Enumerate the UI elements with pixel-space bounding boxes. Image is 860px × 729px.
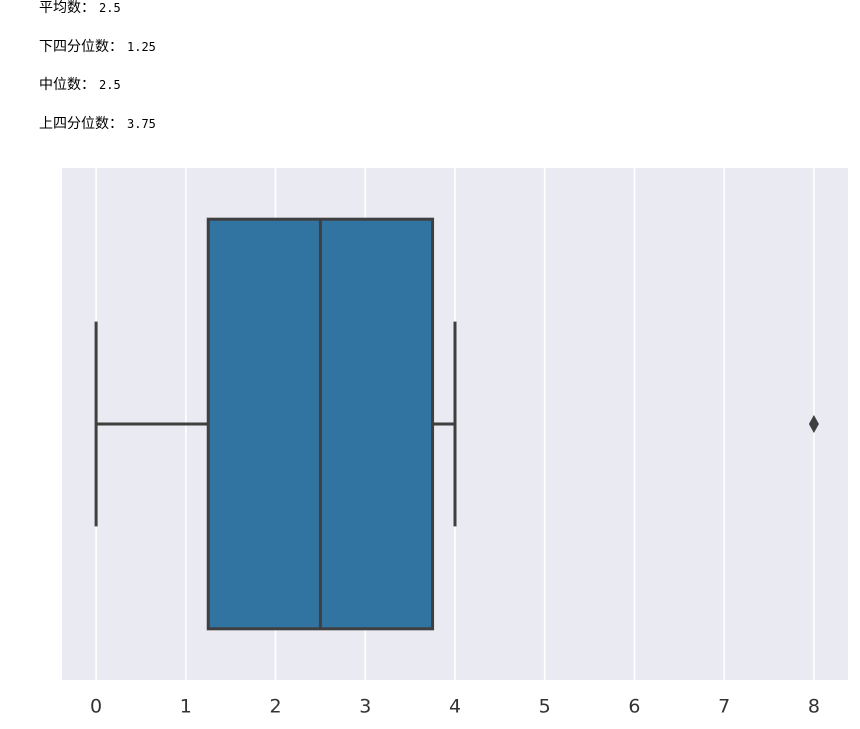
stat-value: 3.75 [127, 116, 156, 131]
x-tick-label: 4 [449, 696, 461, 718]
x-tick-label: 7 [718, 696, 730, 718]
stat-line: 平均数： 2.5 [39, 0, 121, 17]
x-tick-label: 2 [270, 696, 282, 718]
stat-label: 上四分位数： [39, 115, 123, 132]
stat-value: 2.5 [99, 78, 121, 92]
stat-label: 中位数： [39, 77, 95, 93]
x-tick-label: 0 [90, 696, 102, 718]
stat-line: 下四分位数： 1.25 [39, 36, 156, 56]
x-tick-label: 6 [628, 696, 640, 718]
x-tick-label: 8 [808, 696, 820, 718]
stat-line: 中位数： 2.5 [39, 74, 121, 94]
x-tick-label: 5 [539, 696, 551, 718]
stat-label: 下四分位数： [39, 38, 123, 55]
stat-value: 1.25 [127, 39, 156, 54]
x-tick-label: 3 [359, 696, 371, 718]
outlier [808, 415, 819, 433]
x-tick-label: 1 [180, 696, 192, 718]
stat-value: 2.5 [99, 1, 121, 15]
stat-line: 上四分位数： 3.75 [39, 113, 156, 133]
stat-label: 平均数： [39, 0, 95, 16]
